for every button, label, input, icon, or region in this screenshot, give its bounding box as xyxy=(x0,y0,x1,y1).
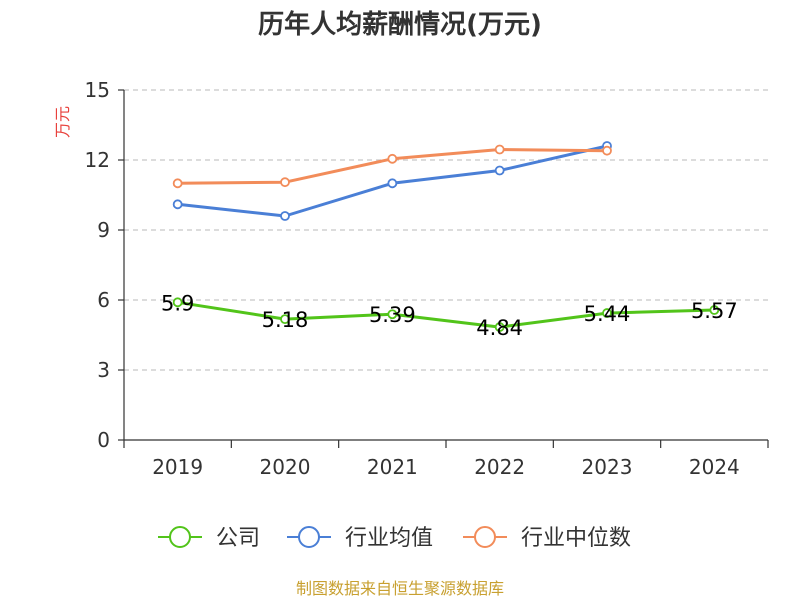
grid-lines xyxy=(124,89,768,371)
data-point-0-2024[interactable] xyxy=(709,305,720,315)
axes: 0 3 6 9 12 15 2019 2020 2021 2022 2023 2024 xyxy=(85,78,769,479)
data-point-2-2019[interactable] xyxy=(172,178,183,189)
series-lines xyxy=(172,141,720,332)
legend[interactable]: 公司 行业均值 行业中位数 xyxy=(158,526,631,551)
data-point-1-2021[interactable] xyxy=(387,178,398,189)
data-label-2023: 5.44 xyxy=(584,302,631,326)
data-point-1-2019[interactable] xyxy=(172,199,183,210)
data-point-0-2019[interactable] xyxy=(172,297,183,308)
legend-marker xyxy=(298,526,320,548)
legend-item-2[interactable]: 行业中位数 xyxy=(463,526,631,551)
y-tick-label-15: 15 xyxy=(85,78,110,102)
legend-item-0[interactable]: 公司 xyxy=(158,526,260,551)
x-tick-label-2024: 2024 xyxy=(689,455,740,479)
legend-marker xyxy=(474,526,496,548)
data-label-2024: 5.57 xyxy=(691,299,738,323)
series-line-0 xyxy=(177,300,715,329)
data-point-1-2020[interactable] xyxy=(280,211,290,221)
legend-label: 行业均值 xyxy=(345,526,433,551)
x-tick-label-2020: 2020 xyxy=(260,455,311,479)
source-note: 制图数据来自恒生聚源数据库 xyxy=(296,579,504,598)
y-tick-label-12: 12 xyxy=(85,148,110,172)
data-point-1-2022[interactable] xyxy=(494,165,505,176)
y-axis-label: 万元 xyxy=(53,106,72,138)
y-tick-label-6: 6 xyxy=(97,288,110,312)
legend-label: 公司 xyxy=(216,526,260,551)
data-point-0-2021[interactable] xyxy=(387,309,398,320)
y-tick-label-0: 0 xyxy=(97,428,110,452)
data-point-2-2020[interactable] xyxy=(280,177,290,188)
data-point-0-2022[interactable] xyxy=(494,322,505,332)
y-tick-label-3: 3 xyxy=(97,358,110,382)
legend-label: 行业中位数 xyxy=(521,526,631,551)
data-labels: 5.9 5.18 5.39 4.84 5.44 5.57 xyxy=(161,291,738,340)
data-point-2-2023[interactable] xyxy=(602,145,612,156)
x-tick-label-2022: 2022 xyxy=(474,455,525,479)
data-label-2022: 4.84 xyxy=(476,316,523,340)
data-point-0-2020[interactable] xyxy=(280,314,290,325)
data-point-2-2022[interactable] xyxy=(494,144,505,155)
data-label-2021: 5.39 xyxy=(369,303,416,327)
x-tick-label-2023: 2023 xyxy=(582,455,633,479)
legend-marker xyxy=(169,526,191,548)
legend-item-1[interactable]: 行业均值 xyxy=(287,526,433,551)
chart-title: 历年人均薪酬情况(万元) xyxy=(258,9,542,40)
x-tick-label-2021: 2021 xyxy=(367,455,418,479)
data-label-2019: 5.9 xyxy=(161,291,194,315)
data-point-0-2023[interactable] xyxy=(602,308,612,318)
y-tick-label-9: 9 xyxy=(97,218,110,242)
data-point-2-2021[interactable] xyxy=(387,153,398,164)
data-label-2020: 5.18 xyxy=(262,308,309,332)
x-tick-label-2019: 2019 xyxy=(152,455,203,479)
